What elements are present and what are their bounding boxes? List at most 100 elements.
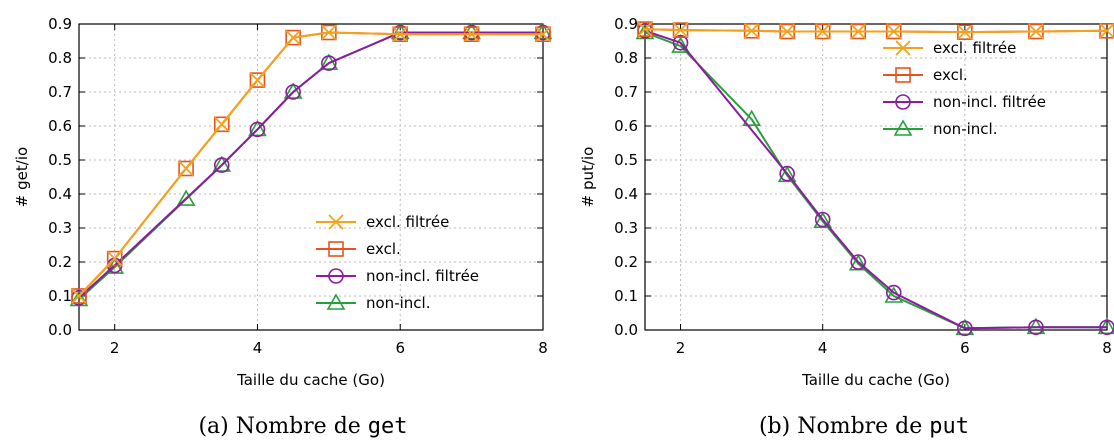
legend-label: excl. filtrée <box>933 39 1016 57</box>
legend-marker <box>328 241 344 257</box>
series-line <box>78 31 543 299</box>
data-point <box>213 157 230 173</box>
data-point <box>178 160 194 177</box>
data-point <box>214 116 230 132</box>
data-point <box>671 36 690 53</box>
data-point <box>743 23 760 39</box>
caption-b-code: put <box>929 414 969 439</box>
data-point <box>178 160 194 177</box>
data-point <box>1099 23 1114 39</box>
y-tick-label: 0.8 <box>614 49 638 67</box>
y-tick-label: 0.0 <box>48 321 72 339</box>
data-point <box>106 250 123 267</box>
series-line <box>644 28 1108 34</box>
data-point <box>248 119 267 137</box>
y-tick-label: 0.2 <box>48 253 72 271</box>
plot-frame <box>644 23 1108 331</box>
x-tick-label: 8 <box>538 339 548 357</box>
legend-label: excl. filtrée <box>366 213 449 231</box>
y-tick-label: 0.8 <box>48 49 72 67</box>
legend-marker <box>895 67 911 83</box>
data-point <box>285 29 301 46</box>
series-2 <box>71 24 551 306</box>
y-tick-label: 0.9 <box>48 15 72 33</box>
series-0 <box>71 24 551 304</box>
y-tick-label: 0.6 <box>48 117 72 135</box>
caption-a-prefix: (a) Nombre de <box>198 414 367 439</box>
x-tick-label: 6 <box>960 339 970 357</box>
data-point <box>249 72 266 88</box>
legend-label: non-incl. filtrée <box>933 93 1046 111</box>
caption-a-code: get <box>368 414 408 439</box>
data-point <box>779 23 795 40</box>
legend-label: non-incl. filtrée <box>366 267 479 285</box>
data-point <box>886 23 902 40</box>
data-point <box>283 82 303 99</box>
series-3 <box>635 22 1114 336</box>
y-tick-label: 0.2 <box>614 253 638 271</box>
x-axis-label: Taille du cache (Go) <box>236 371 385 389</box>
x-tick-label: 2 <box>110 339 120 357</box>
series-line <box>78 31 543 297</box>
legend-label: excl. <box>933 66 968 84</box>
series-3 <box>69 22 553 307</box>
legend-label: non-incl. <box>933 120 997 138</box>
legend-marker <box>328 214 344 230</box>
data-point <box>672 34 689 51</box>
data-point <box>1028 319 1044 336</box>
y-tick-label: 0.5 <box>614 151 638 169</box>
y-tick-label: 0.0 <box>614 321 638 339</box>
data-point <box>285 84 301 100</box>
y-tick-label: 0.4 <box>48 185 72 203</box>
data-point <box>957 24 973 40</box>
x-tick-label: 6 <box>395 339 405 357</box>
data-point <box>850 23 866 40</box>
data-point <box>71 288 87 304</box>
y-axis-label: # get/io <box>13 147 31 207</box>
x-axis-label: Taille du cache (Go) <box>801 371 950 389</box>
data-point <box>637 21 653 37</box>
legend-marker <box>328 268 344 284</box>
data-point <box>672 22 689 38</box>
legend: excl. filtrée excl. non-incl. filtrée non-i… <box>316 213 479 312</box>
caption-b: (b) Nombre de put <box>759 414 969 439</box>
panel-put-chart: 2 4 6 8 0.0 0.1 0.2 0.3 0.4 0.5 0.6 0.7 0.8 0.9 Taille… <box>579 15 1114 389</box>
legend-label: excl. <box>366 240 401 258</box>
data-point <box>1099 319 1114 336</box>
series-line <box>78 31 543 297</box>
y-tick-label: 0.4 <box>614 185 638 203</box>
legend-marker <box>895 40 911 56</box>
data-point <box>392 26 408 42</box>
data-point <box>1026 317 1046 335</box>
legend-marker <box>326 293 346 310</box>
legend-label: non-incl. <box>366 294 430 312</box>
y-tick-label: 0.1 <box>614 287 638 305</box>
data-point <box>176 189 196 206</box>
legend: excl. filtrée excl. non-incl. filtrée non-i… <box>883 39 1046 138</box>
plot-frame <box>78 23 544 331</box>
y-tick-label: 0.5 <box>48 151 72 169</box>
y-tick-label: 0.7 <box>614 83 638 101</box>
series-0 <box>637 21 1114 40</box>
x-tick-label: 4 <box>253 339 263 357</box>
series-line <box>78 31 543 301</box>
x-tick-label: 2 <box>676 339 686 357</box>
data-point <box>213 116 230 133</box>
series-2 <box>637 22 1114 337</box>
legend-marker <box>893 119 913 136</box>
y-tick-label: 0.6 <box>614 117 638 135</box>
data-point <box>815 23 831 40</box>
data-point <box>71 288 87 304</box>
data-point <box>957 320 973 337</box>
data-point <box>463 26 480 42</box>
data-point <box>885 284 902 301</box>
panel-get-chart: 2 4 6 8 0.0 0.1 0.2 0.3 0.4 0.5 0.6 0.7 0.8 0.9 Taille… <box>13 15 553 389</box>
caption-a: (a) Nombre de get <box>198 414 407 439</box>
y-tick-label: 0.7 <box>48 83 72 101</box>
series-1 <box>71 24 551 304</box>
data-point <box>249 121 266 138</box>
data-point <box>814 211 831 228</box>
data-point <box>212 155 232 172</box>
data-point <box>742 109 761 126</box>
